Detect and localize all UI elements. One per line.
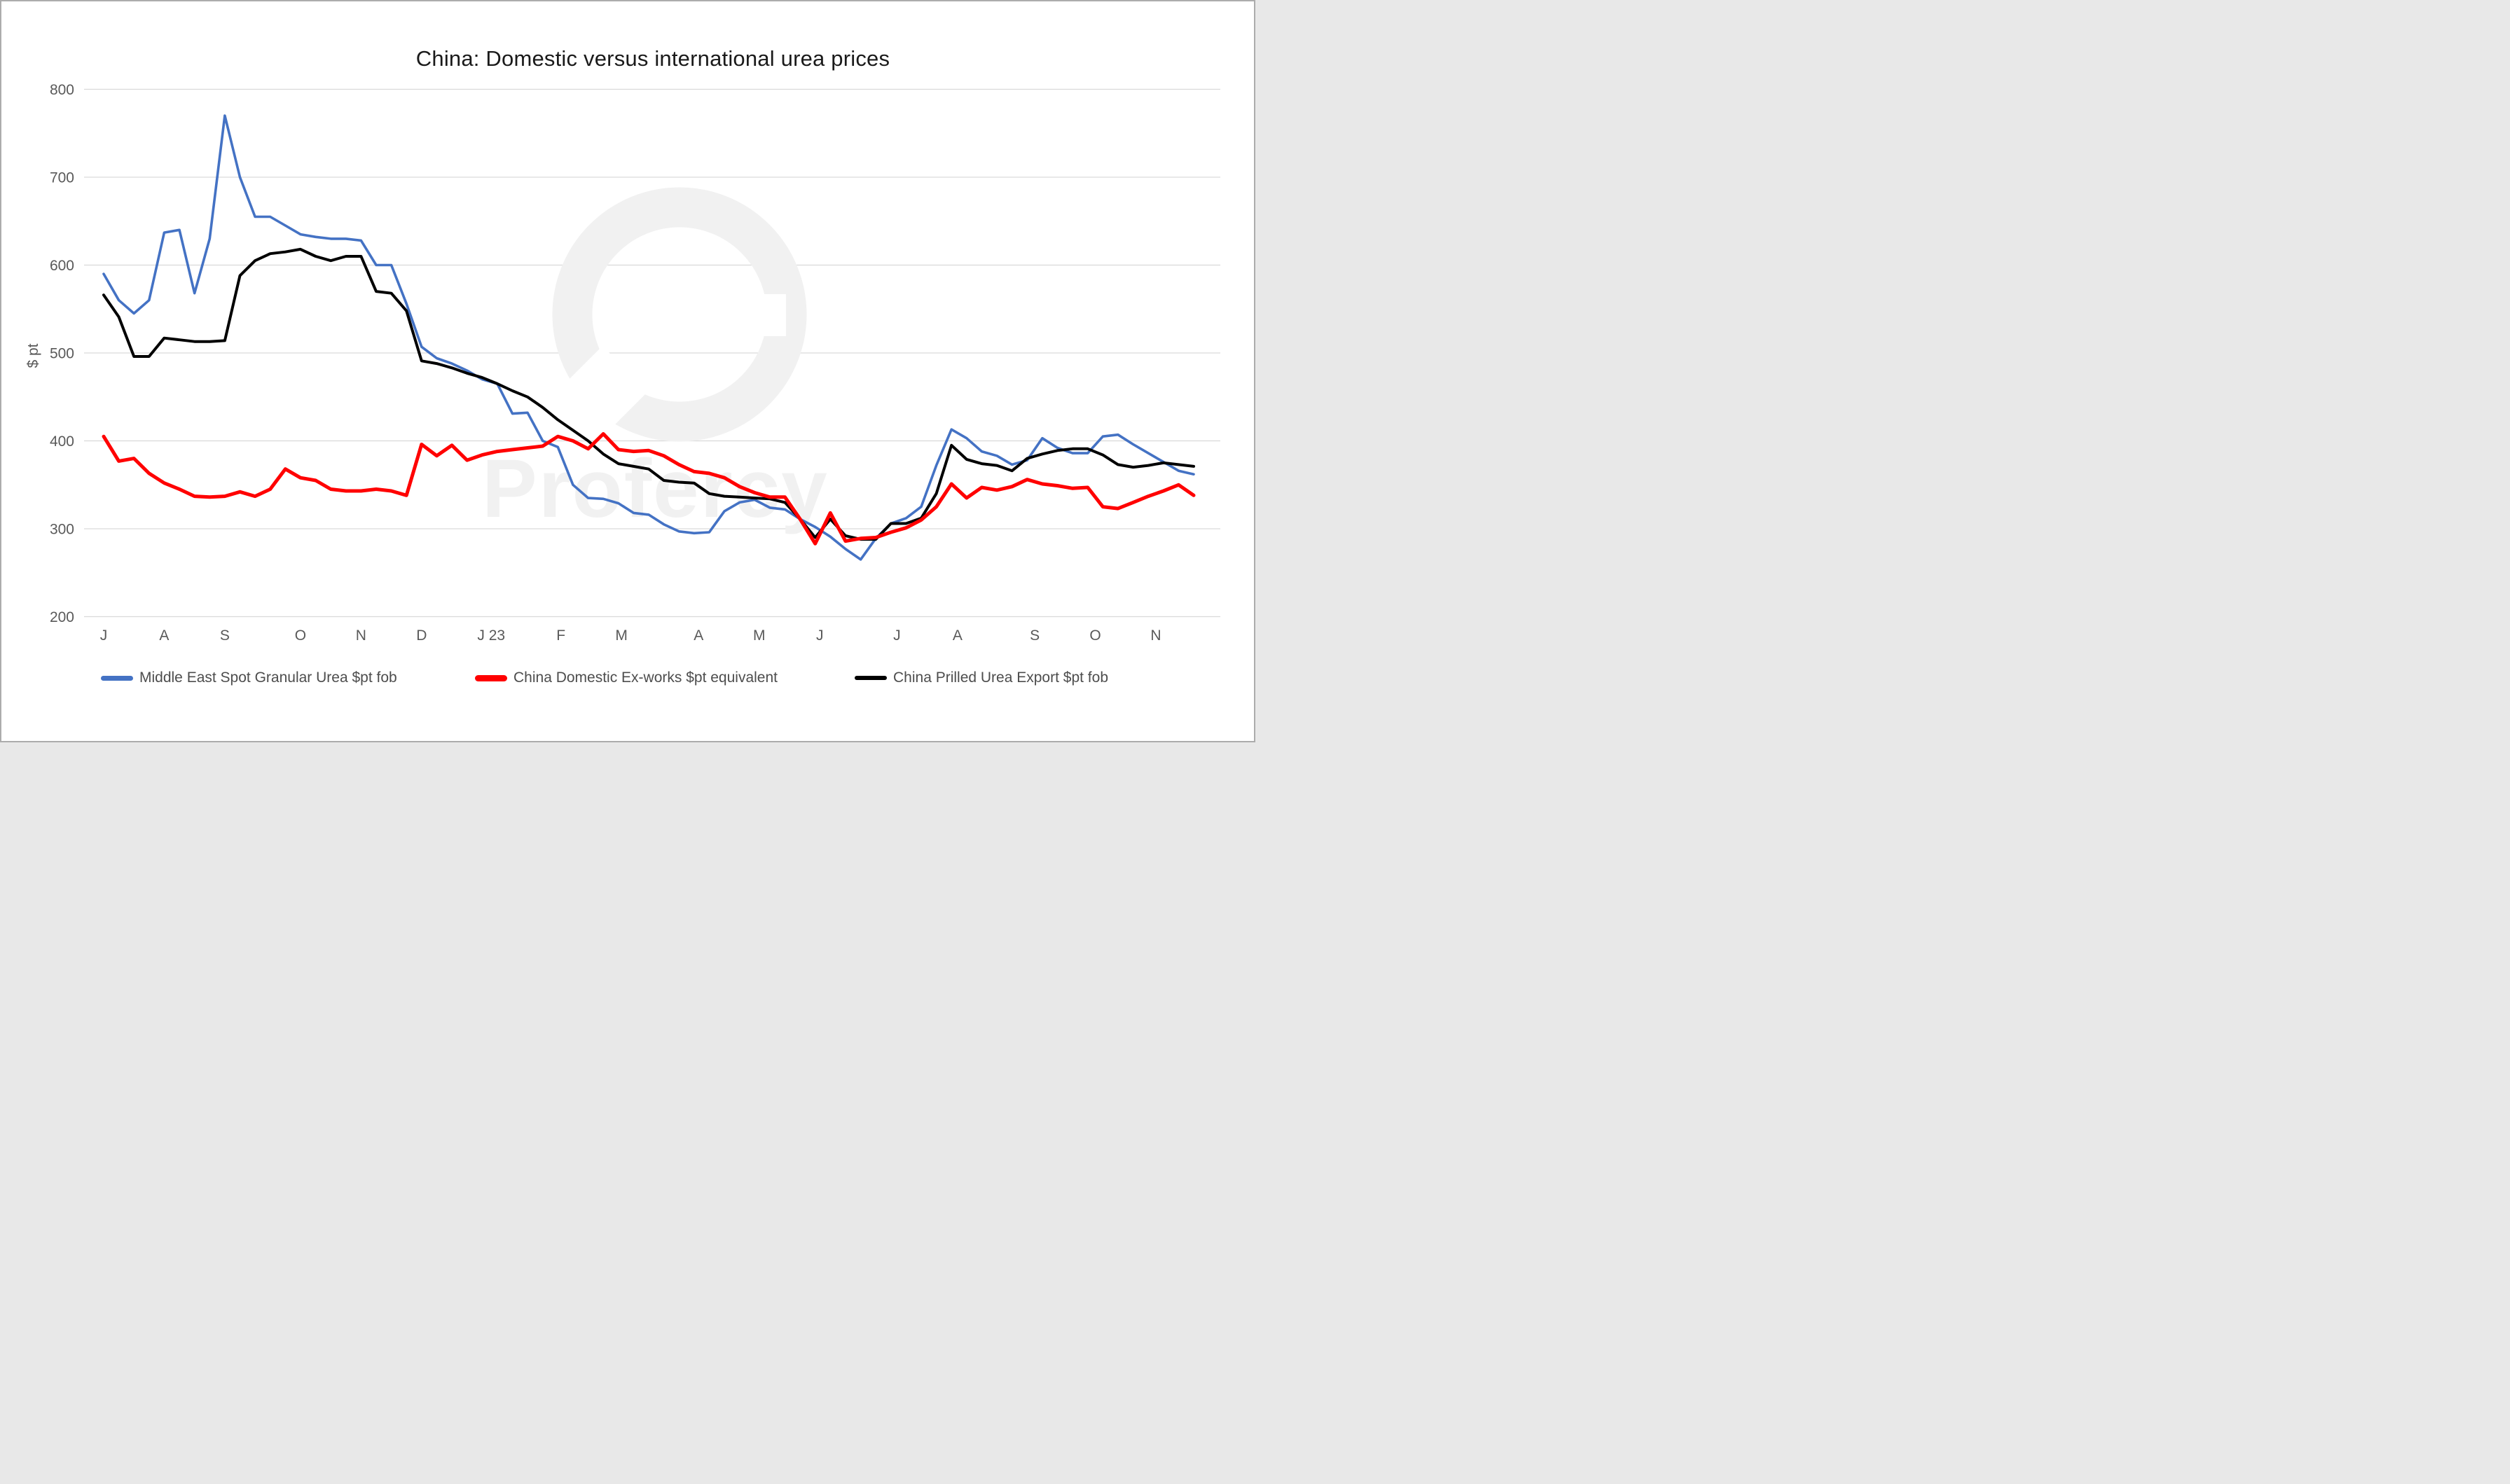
x-tick-label-S: S [1030, 627, 1040, 644]
x-tick-label-O: O [1089, 627, 1101, 644]
x-tick-label-M: M [753, 627, 766, 644]
y-tick-label-500: 500 [50, 346, 74, 362]
chart-screenshot: China: Domestic versus international ure… [0, 0, 1255, 742]
y-axis-title: $ pt [25, 343, 41, 368]
watermark-logo-ring-icon [552, 187, 807, 442]
x-tick-label-A: A [159, 627, 169, 644]
legend-swatch-red-line-icon [475, 674, 507, 681]
legend-swatch-black-line-icon [855, 676, 887, 680]
x-tick-label-S: S [220, 627, 230, 644]
x-tick-label-N: N [1150, 627, 1161, 644]
watermark-logo-slot [762, 294, 786, 336]
watermark-text: Profercy [482, 443, 829, 535]
x-tick-label-A: A [694, 627, 703, 644]
legend: Middle East Spot Granular Urea $pt fob C… [1, 665, 1254, 691]
data-series [102, 114, 1196, 561]
legend-label: Middle East Spot Granular Urea $pt fob [139, 670, 397, 686]
x-tick-label-J: J [893, 627, 901, 644]
x-tick-label-F: F [556, 627, 565, 644]
legend-item-china-domestic: China Domestic Ex-works $pt equivalent [475, 665, 778, 691]
x-tick-label-J: J [100, 627, 108, 644]
y-tick-label-800: 800 [50, 82, 74, 98]
legend-label: China Prilled Urea Export $pt fob [893, 670, 1108, 686]
y-tick-label-600: 600 [50, 258, 74, 274]
y-tick-label-700: 700 [50, 170, 74, 186]
series-line-china-domestic-ex-works-pt-equivalent [102, 432, 1196, 546]
x-tick-label-M: M [615, 627, 628, 644]
x-axis-tick-labels: J A S O N D J 23 F M A M J J A S O N [100, 627, 1161, 644]
chart-title: China: Domestic versus international ure… [415, 46, 890, 71]
legend-item-china-prilled: China Prilled Urea Export $pt fob [855, 665, 1108, 691]
watermark: Profercy [482, 187, 829, 535]
gridlines [84, 88, 1220, 618]
x-tick-label-D: D [416, 627, 427, 644]
legend-label: China Domestic Ex-works $pt equivalent [513, 670, 778, 686]
x-tick-label-O: O [295, 627, 306, 644]
x-tick-label-J-23: J 23 [477, 627, 505, 644]
y-tick-label-200: 200 [50, 609, 74, 625]
watermark-logo-notch [556, 345, 649, 438]
x-tick-label-J: J [816, 627, 824, 644]
x-tick-label-N: N [356, 627, 366, 644]
series-line-china-prilled-urea-export-pt-fob [102, 247, 1195, 541]
y-axis-tick-labels: 800 700 600 500 400 300 200 [50, 82, 74, 625]
legend-item-middle-east: Middle East Spot Granular Urea $pt fob [101, 665, 397, 691]
y-tick-label-300: 300 [50, 522, 74, 538]
y-tick-label-400: 400 [50, 434, 74, 450]
x-tick-label-A: A [953, 627, 963, 644]
legend-swatch-blue-line-icon [101, 675, 133, 681]
series-line-middle-east-spot-granular-urea-pt-fob [102, 114, 1195, 561]
